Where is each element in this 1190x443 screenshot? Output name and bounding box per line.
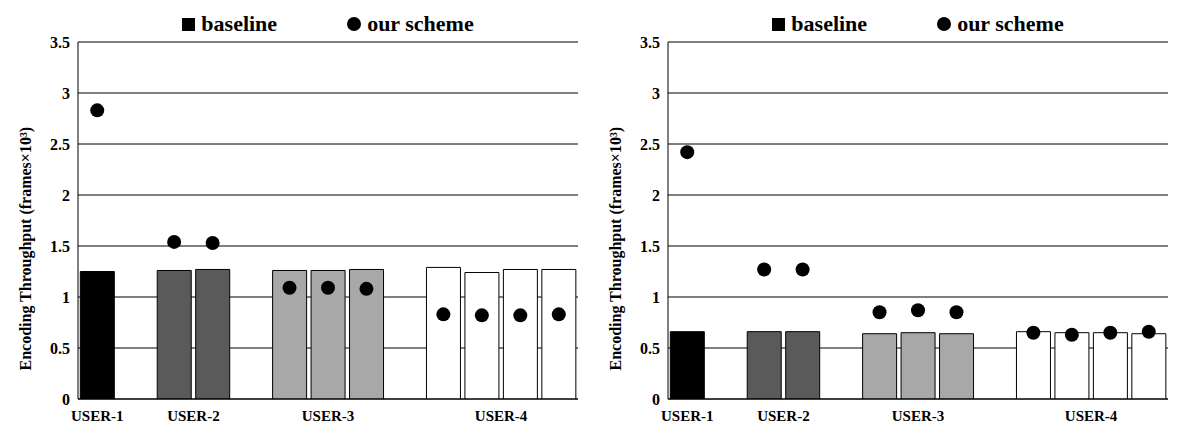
svg-text:3.5: 3.5: [50, 34, 70, 51]
html-text:our scheme: our scheme: [957, 11, 1064, 36]
svg-text:3.5: 3.5: [640, 34, 660, 51]
svg-text:0.5: 0.5: [640, 340, 660, 357]
svg-text:Encoding Throughput (frames×10: Encoding Throughput (frames×10³): [17, 127, 35, 371]
svg-text:2: 2: [652, 187, 660, 204]
svg-text:3: 3: [652, 85, 660, 102]
html-text:baseline: baseline: [201, 11, 278, 36]
svg-text:USER-3: USER-3: [892, 408, 945, 424]
svg-text:0: 0: [62, 391, 70, 408]
svg-text:USER-2: USER-2: [167, 408, 220, 424]
svg-text:USER-2: USER-2: [757, 408, 810, 424]
svg-text:USER-1: USER-1: [71, 408, 124, 424]
svg-text:USER-3: USER-3: [302, 408, 355, 424]
svg-text:3: 3: [62, 85, 70, 102]
html-text:our scheme: our scheme: [367, 11, 474, 36]
svg-text:USER-4: USER-4: [1065, 408, 1118, 424]
svg-text:0: 0: [652, 391, 660, 408]
svg-text:Encoding Throughput (frames×10: Encoding Throughput (frames×10³): [607, 127, 625, 371]
svg-text:1.5: 1.5: [640, 238, 660, 255]
svg-text:1: 1: [652, 289, 660, 306]
svg-text:0.5: 0.5: [50, 340, 70, 357]
svg-text:2.5: 2.5: [640, 136, 660, 153]
svg-text:2: 2: [62, 187, 70, 204]
svg-text:2.5: 2.5: [50, 136, 70, 153]
svg-text:1: 1: [62, 289, 70, 306]
svg-text:1.5: 1.5: [50, 238, 70, 255]
html-text:baseline: baseline: [791, 11, 868, 36]
svg-text:USER-4: USER-4: [475, 408, 528, 424]
svg-text:USER-1: USER-1: [661, 408, 714, 424]
